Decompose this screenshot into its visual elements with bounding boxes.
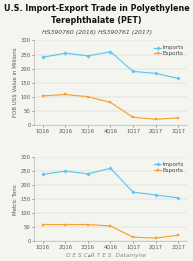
Exports (177, 116, 179, 120)
Exports (177, 234, 179, 237)
Exports (132, 236, 134, 239)
Exports (132, 116, 134, 119)
Text: D E S C▴R T E S  Datamyne: D E S C▴R T E S Datamyne (66, 253, 146, 258)
Legend: Imports, Exports: Imports, Exports (154, 45, 185, 57)
Exports (64, 93, 67, 96)
Exports (154, 236, 157, 240)
Imports (42, 56, 44, 59)
Line: Imports: Imports (41, 167, 179, 199)
Imports (132, 191, 134, 194)
Imports (177, 196, 179, 199)
Imports (109, 50, 112, 53)
Exports (109, 101, 112, 104)
Imports (87, 172, 89, 175)
Imports (154, 72, 157, 75)
Text: HS390760 (2016) HS390761 (2017): HS390760 (2016) HS390761 (2017) (41, 30, 152, 35)
Imports (87, 54, 89, 57)
Y-axis label: FOB US$ Value in Millions: FOB US$ Value in Millions (13, 48, 18, 117)
Text: U.S. Import-Export Trade in Polyethylene
Terephthalate (PET): U.S. Import-Export Trade in Polyethylene… (4, 4, 189, 25)
Imports (132, 70, 134, 73)
Exports (87, 95, 89, 98)
Exports (154, 118, 157, 121)
Imports (64, 52, 67, 55)
Imports (109, 167, 112, 170)
Imports (64, 169, 67, 173)
Line: Exports: Exports (41, 223, 179, 239)
Line: Exports: Exports (41, 93, 179, 121)
Imports (42, 173, 44, 176)
Exports (64, 223, 67, 226)
Imports (154, 193, 157, 197)
Legend: Imports, Exports: Imports, Exports (154, 162, 185, 173)
Exports (87, 223, 89, 226)
Imports (177, 77, 179, 80)
Exports (109, 224, 112, 228)
Line: Imports: Imports (41, 50, 179, 80)
Exports (42, 94, 44, 97)
Exports (42, 223, 44, 226)
Y-axis label: Metric Tons: Metric Tons (13, 184, 18, 215)
